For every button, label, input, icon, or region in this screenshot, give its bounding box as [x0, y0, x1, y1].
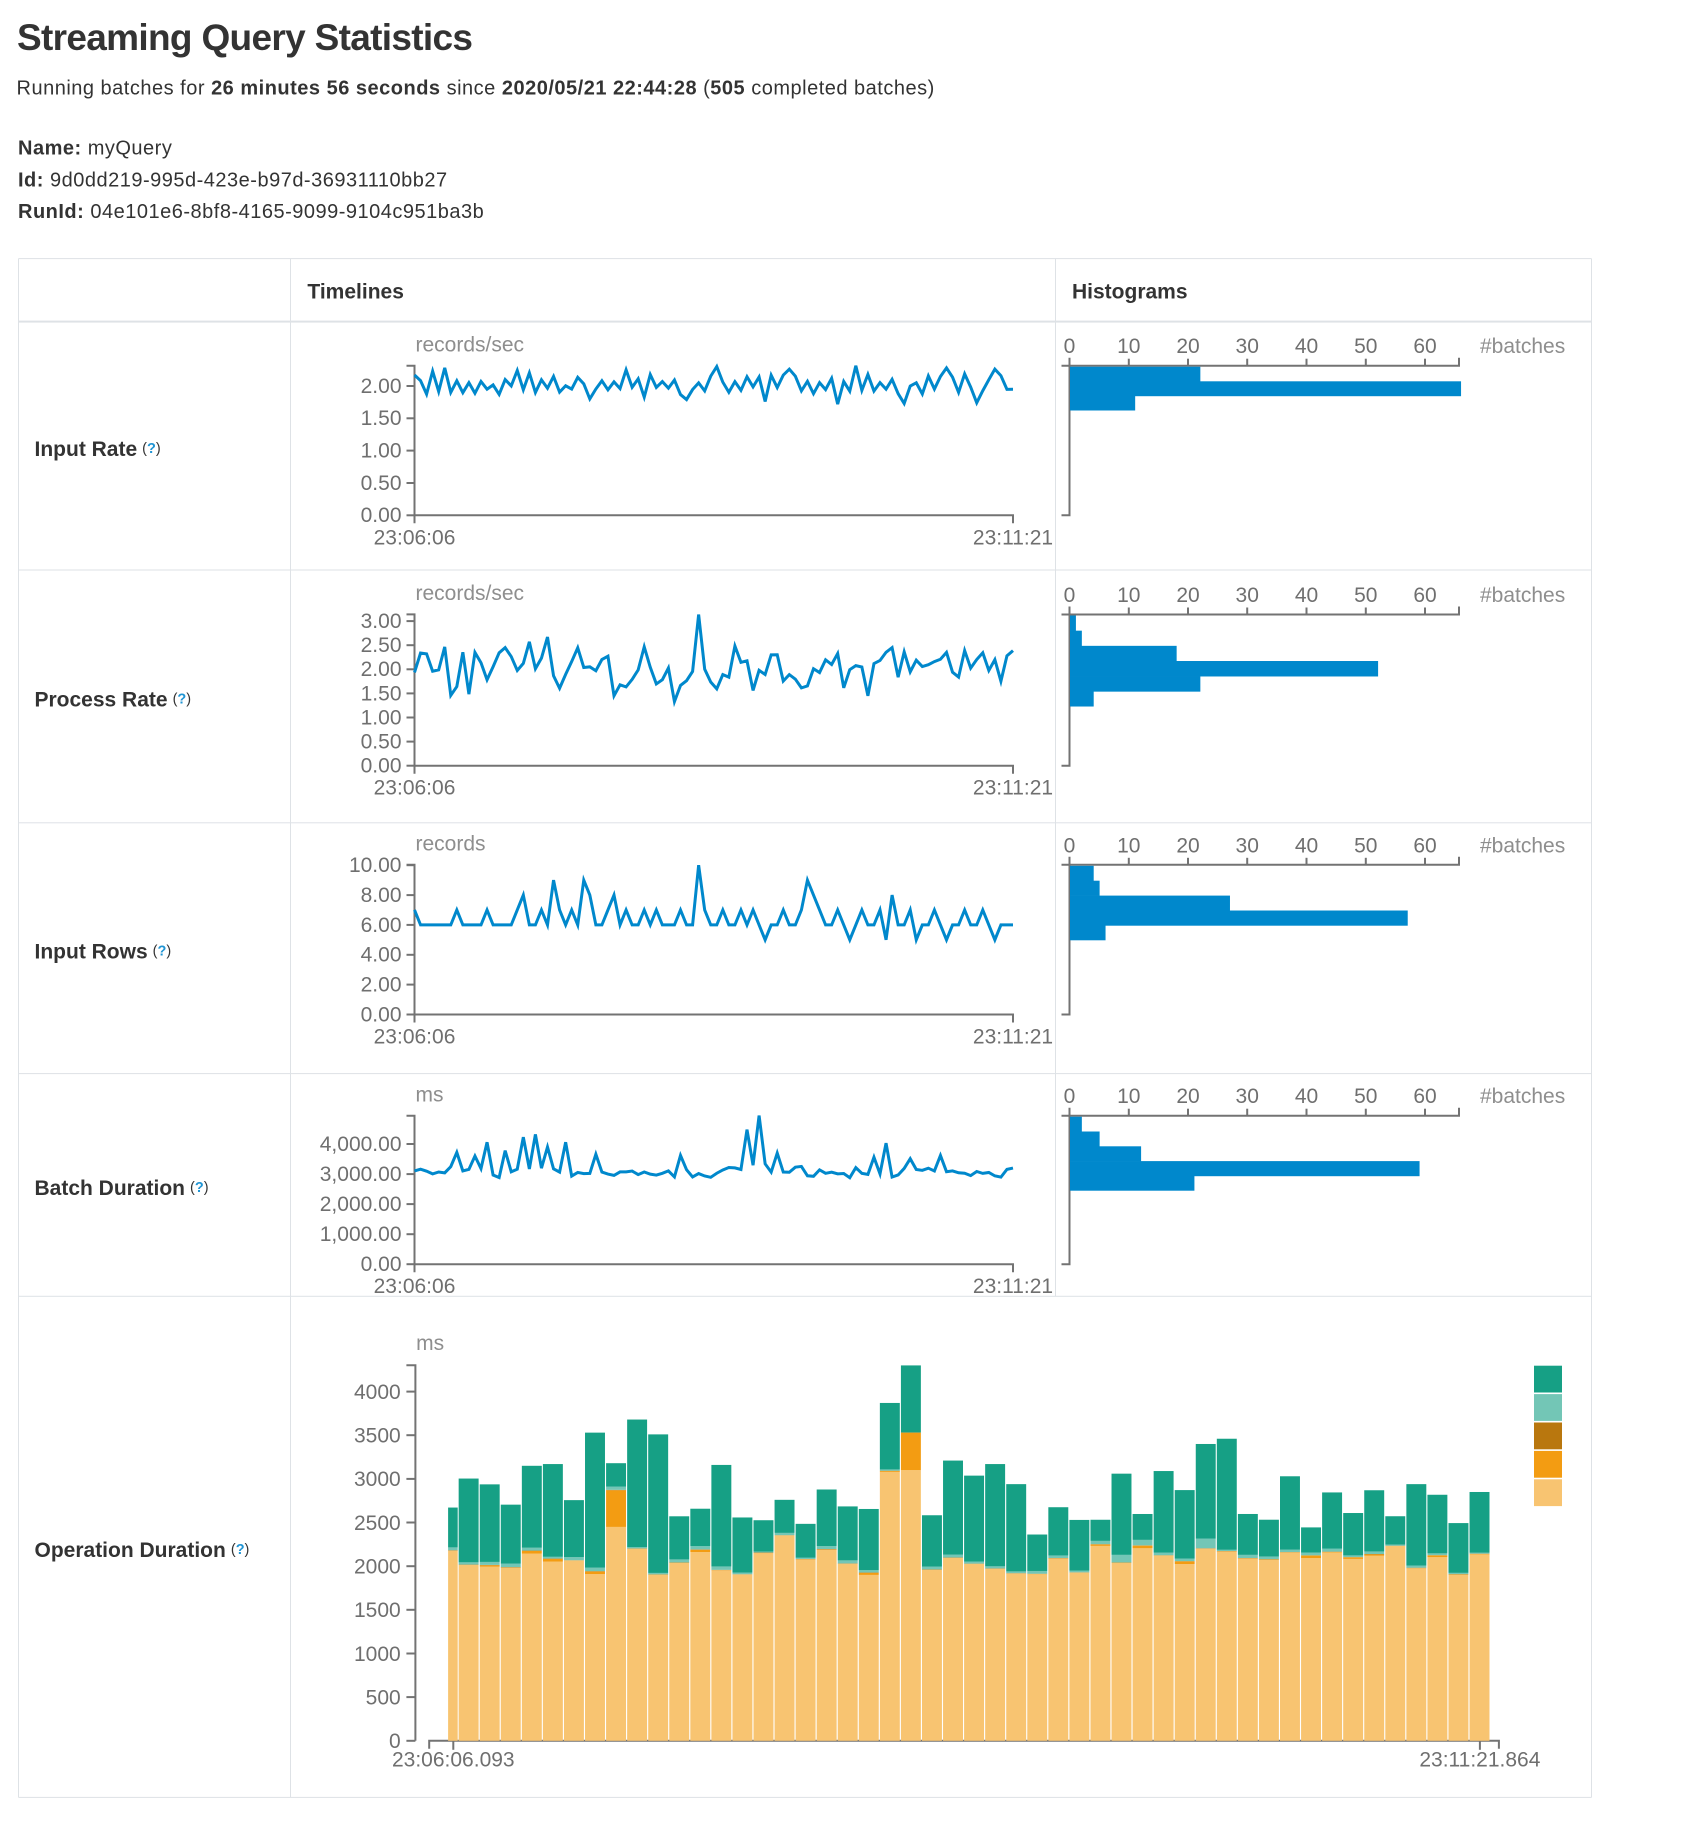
svg-text:Name: myQuery: Name: myQuery: [18, 138, 172, 160]
svg-text:23:06:06: 23:06:06: [374, 1275, 456, 1298]
svg-text:0.00: 0.00: [361, 755, 402, 778]
svg-text:0.00: 0.00: [361, 504, 402, 527]
svg-text:0: 0: [1064, 335, 1076, 358]
svg-text:0.00: 0.00: [361, 1003, 402, 1026]
svg-text:4.00: 4.00: [361, 944, 402, 967]
svg-text:6.00: 6.00: [361, 914, 402, 937]
svg-text:1.00: 1.00: [361, 706, 402, 729]
svg-text:60: 60: [1413, 834, 1436, 857]
svg-text:Histograms: Histograms: [1072, 280, 1188, 303]
svg-text:2500: 2500: [354, 1512, 401, 1535]
svg-text:30: 30: [1236, 335, 1259, 358]
svg-text:0.50: 0.50: [361, 731, 402, 754]
svg-text:3000: 3000: [354, 1468, 401, 1491]
svg-text:23:06:06: 23:06:06: [374, 526, 456, 549]
svg-text:1.50: 1.50: [361, 407, 402, 430]
svg-text:1000: 1000: [354, 1643, 401, 1666]
svg-text:60: 60: [1413, 1085, 1436, 1108]
svg-text:2.00: 2.00: [361, 375, 402, 398]
svg-text:1,000.00: 1,000.00: [320, 1223, 402, 1246]
svg-text:23:11:21: 23:11:21: [973, 526, 1053, 549]
svg-text:50: 50: [1354, 335, 1377, 358]
svg-text:2.00: 2.00: [361, 658, 402, 681]
svg-text:40: 40: [1295, 335, 1318, 358]
svg-text:ms: ms: [416, 1332, 444, 1355]
svg-text:2,000.00: 2,000.00: [320, 1193, 402, 1216]
svg-text:Timelines: Timelines: [307, 280, 404, 303]
svg-text:50: 50: [1354, 584, 1377, 607]
svg-text:23:11:21: 23:11:21: [973, 777, 1053, 800]
svg-text:8.00: 8.00: [361, 884, 402, 907]
svg-text:60: 60: [1413, 335, 1436, 358]
svg-text:20: 20: [1176, 834, 1199, 857]
svg-text:#batches: #batches: [1480, 1085, 1565, 1108]
svg-text:3.00: 3.00: [361, 610, 402, 633]
svg-text:Operation Duration(?): Operation Duration(?): [35, 1539, 250, 1562]
svg-text:0: 0: [1064, 1085, 1076, 1108]
svg-text:40: 40: [1295, 834, 1318, 857]
svg-text:10.00: 10.00: [349, 854, 402, 877]
svg-text:30: 30: [1236, 834, 1259, 857]
svg-text:Running batches for 26 minutes: Running batches for 26 minutes 56 second…: [17, 78, 935, 100]
svg-text:4,000.00: 4,000.00: [320, 1133, 402, 1156]
svg-text:RunId: 04e101e6-8bf8-4165-9099: RunId: 04e101e6-8bf8-4165-9099-9104c951b…: [18, 201, 484, 223]
svg-text:20: 20: [1176, 1085, 1199, 1108]
svg-text:30: 30: [1236, 1085, 1259, 1108]
svg-text:23:06:06.093: 23:06:06.093: [392, 1749, 515, 1772]
svg-text:20: 20: [1176, 335, 1199, 358]
svg-text:0: 0: [1064, 584, 1076, 607]
svg-text:2.00: 2.00: [361, 974, 402, 997]
svg-text:3500: 3500: [354, 1425, 401, 1448]
svg-text:2.50: 2.50: [361, 634, 402, 657]
svg-text:1500: 1500: [354, 1599, 401, 1622]
svg-text:23:06:06: 23:06:06: [374, 777, 456, 800]
svg-text:60: 60: [1413, 584, 1436, 607]
svg-text:50: 50: [1354, 834, 1377, 857]
svg-text:10: 10: [1117, 335, 1140, 358]
svg-text:records/sec: records/sec: [416, 334, 525, 357]
svg-text:23:06:06: 23:06:06: [374, 1026, 456, 1049]
svg-text:10: 10: [1117, 834, 1140, 857]
svg-text:23:11:21: 23:11:21: [973, 1275, 1053, 1298]
svg-text:40: 40: [1295, 1085, 1318, 1108]
svg-text:#batches: #batches: [1480, 834, 1565, 857]
svg-text:0: 0: [1064, 834, 1076, 857]
svg-text:#batches: #batches: [1480, 584, 1565, 607]
svg-text:records/sec: records/sec: [416, 582, 525, 605]
svg-text:2000: 2000: [354, 1556, 401, 1579]
svg-text:3,000.00: 3,000.00: [320, 1163, 402, 1186]
svg-text:10: 10: [1117, 1085, 1140, 1108]
svg-text:23:11:21: 23:11:21: [973, 1026, 1053, 1049]
svg-text:1.00: 1.00: [361, 440, 402, 463]
svg-text:Batch Duration(?): Batch Duration(?): [35, 1177, 209, 1200]
svg-text:30: 30: [1236, 584, 1259, 607]
svg-text:10: 10: [1117, 584, 1140, 607]
svg-text:records: records: [416, 833, 486, 856]
svg-text:ms: ms: [416, 1083, 444, 1106]
svg-text:0.50: 0.50: [361, 472, 402, 495]
svg-text:1.50: 1.50: [361, 682, 402, 705]
svg-text:0.00: 0.00: [361, 1253, 402, 1276]
svg-text:4000: 4000: [354, 1381, 401, 1404]
svg-text:500: 500: [366, 1686, 401, 1709]
svg-text:23:11:21.864: 23:11:21.864: [1419, 1749, 1540, 1772]
svg-text:Id: 9d0dd219-995d-423e-b97d-36: Id: 9d0dd219-995d-423e-b97d-36931110bb27: [18, 169, 448, 191]
svg-text:#batches: #batches: [1480, 335, 1565, 358]
svg-text:40: 40: [1295, 584, 1318, 607]
svg-text:50: 50: [1354, 1085, 1377, 1108]
svg-text:Streaming Query Statistics: Streaming Query Statistics: [17, 17, 473, 58]
svg-text:20: 20: [1176, 584, 1199, 607]
